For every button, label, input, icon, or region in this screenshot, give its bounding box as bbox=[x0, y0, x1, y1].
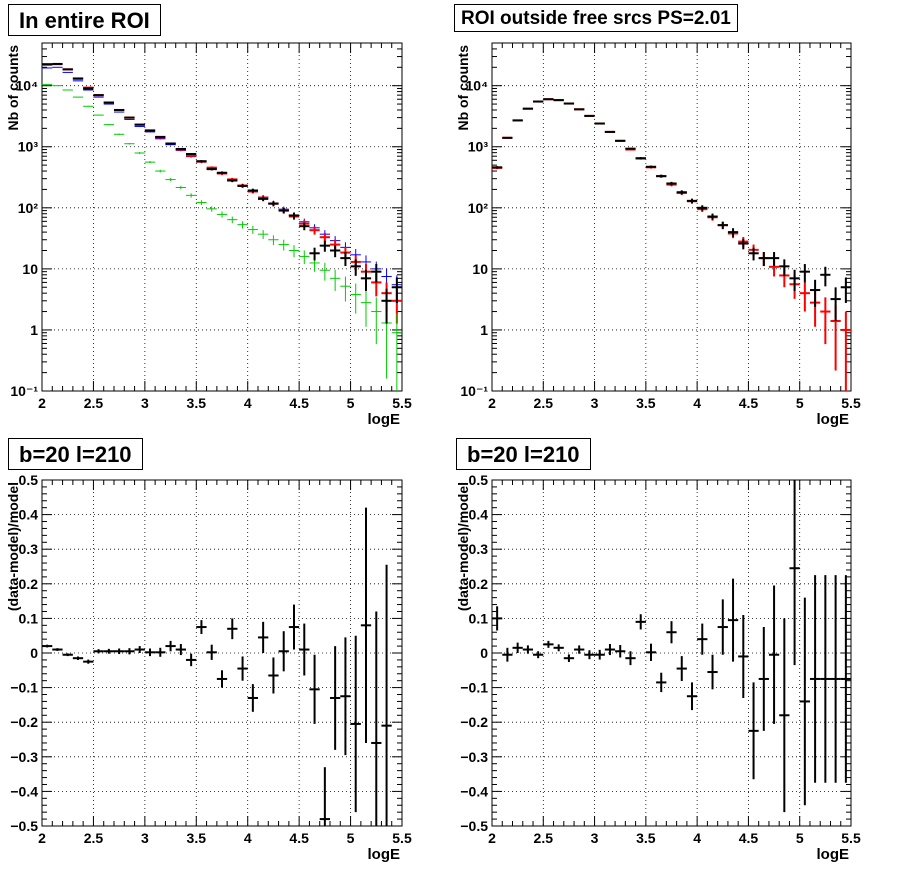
y-tick-label: −0.3 bbox=[460, 749, 488, 765]
y-tick-label: 0.4 bbox=[19, 507, 39, 523]
y-axis-label: Nb of counts bbox=[455, 45, 471, 131]
y-tick-label: 0 bbox=[480, 645, 488, 661]
x-tick-label: 2.5 bbox=[84, 830, 104, 846]
x-tick-label: 5.5 bbox=[841, 395, 861, 411]
x-tick-label: 4 bbox=[244, 830, 252, 846]
pad1-title: In entire ROI bbox=[8, 4, 161, 36]
x-tick-label: 5 bbox=[347, 830, 355, 846]
x-axis-label: logE bbox=[368, 411, 401, 428]
y-tick-label: 0.1 bbox=[19, 610, 39, 626]
y-tick-label: 10² bbox=[18, 200, 39, 216]
y-tick-label: 0.3 bbox=[469, 541, 489, 557]
y-tick-label: 10⁴ bbox=[466, 78, 489, 94]
y-tick-label: 10⁻¹ bbox=[10, 383, 38, 399]
y-tick-label: −0.2 bbox=[10, 714, 38, 730]
y-tick-label: −0.1 bbox=[460, 680, 488, 696]
x-tick-label: 5 bbox=[796, 395, 804, 411]
x-tick-label: 3 bbox=[141, 395, 149, 411]
pad3-title: b=20 l=210 bbox=[8, 438, 143, 470]
y-tick-label: 0.5 bbox=[469, 472, 489, 488]
x-tick-label: 2 bbox=[38, 395, 46, 411]
y-axis-label: (data-model)/model bbox=[5, 482, 21, 611]
y-tick-label: 0 bbox=[30, 645, 38, 661]
y-tick-label: 10 bbox=[472, 261, 488, 277]
x-tick-label: 3 bbox=[591, 395, 599, 411]
x-tick-label: 2.5 bbox=[534, 830, 554, 846]
x-tick-label: 5.5 bbox=[392, 830, 412, 846]
y-tick-label: 0.2 bbox=[19, 576, 39, 592]
x-tick-label: 5 bbox=[796, 830, 804, 846]
x-tick-label: 5.5 bbox=[841, 830, 861, 846]
y-tick-label: −0.5 bbox=[10, 818, 38, 834]
x-tick-label: 3.5 bbox=[636, 830, 656, 846]
y-tick-label: 0.3 bbox=[19, 541, 39, 557]
y-tick-label: 10² bbox=[468, 200, 489, 216]
y-tick-label: −0.3 bbox=[10, 749, 38, 765]
y-tick-label: −0.4 bbox=[460, 783, 488, 799]
y-tick-label: −0.4 bbox=[10, 783, 38, 799]
y-tick-label: 0.4 bbox=[469, 507, 489, 523]
y-tick-label: 10⁻¹ bbox=[460, 383, 488, 399]
x-tick-label: 5.5 bbox=[392, 395, 412, 411]
y-tick-label: 0.2 bbox=[469, 576, 489, 592]
x-tick-label: 4 bbox=[693, 395, 701, 411]
x-tick-label: 4.5 bbox=[739, 395, 759, 411]
y-axis-label: (data-model)/model bbox=[455, 482, 471, 611]
x-tick-label: 2 bbox=[38, 830, 46, 846]
x-tick-label: 3.5 bbox=[187, 830, 207, 846]
x-tick-label: 4.5 bbox=[289, 395, 309, 411]
y-tick-label: 10³ bbox=[468, 139, 489, 155]
y-tick-label: 1 bbox=[30, 322, 38, 338]
plot-frame bbox=[491, 479, 852, 827]
x-tick-label: 2.5 bbox=[534, 395, 554, 411]
y-tick-label: 0.5 bbox=[19, 472, 39, 488]
y-tick-label: 0.1 bbox=[469, 610, 489, 626]
x-tick-label: 4.5 bbox=[289, 830, 309, 846]
x-axis-label: logE bbox=[817, 411, 850, 428]
x-tick-label: 3.5 bbox=[187, 395, 207, 411]
x-tick-label: 2.5 bbox=[84, 395, 104, 411]
y-tick-label: 10 bbox=[22, 261, 38, 277]
pad4-title: b=20 l=210 bbox=[456, 438, 591, 470]
y-tick-label: 10³ bbox=[18, 139, 39, 155]
x-tick-label: 5 bbox=[347, 395, 355, 411]
y-tick-label: 1 bbox=[480, 322, 488, 338]
x-tick-label: 4 bbox=[693, 830, 701, 846]
x-tick-label: 4 bbox=[244, 395, 252, 411]
x-axis-label: logE bbox=[817, 846, 850, 863]
y-axis-label: Nb of counts bbox=[5, 45, 21, 131]
x-tick-label: 2 bbox=[488, 830, 496, 846]
y-tick-label: −0.2 bbox=[460, 714, 488, 730]
y-tick-label: −0.5 bbox=[460, 818, 488, 834]
x-tick-label: 4.5 bbox=[739, 830, 759, 846]
pad2-title: ROI outside free srcs PS=2.01 bbox=[454, 4, 738, 32]
plot-frame bbox=[491, 42, 852, 392]
x-tick-label: 2 bbox=[488, 395, 496, 411]
x-axis-label: logE bbox=[368, 846, 401, 863]
y-tick-label: −0.1 bbox=[10, 680, 38, 696]
x-tick-label: 3 bbox=[591, 830, 599, 846]
y-tick-label: 10⁴ bbox=[16, 78, 39, 94]
x-tick-label: 3 bbox=[141, 830, 149, 846]
x-tick-label: 3.5 bbox=[636, 395, 656, 411]
